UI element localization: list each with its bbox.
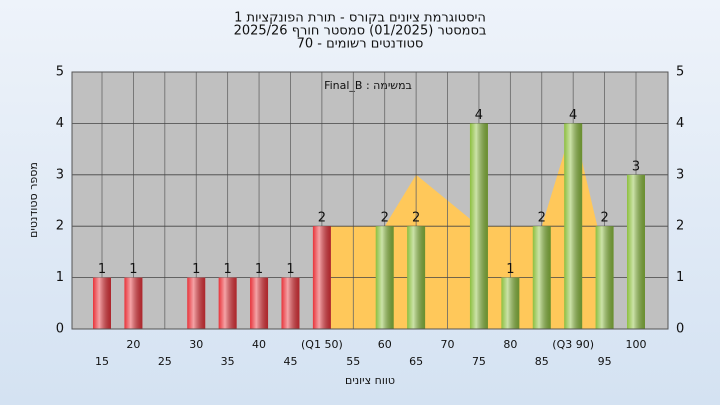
x-tick-label: 20 <box>126 338 140 351</box>
x-tick-label: 15 <box>95 355 109 368</box>
plot-border <box>71 71 669 330</box>
bar-shine <box>532 226 551 329</box>
bar-shine <box>595 226 614 329</box>
y-tick-label: 2 <box>676 219 684 234</box>
data-label: 1 <box>255 262 263 277</box>
x-tick-label: 40 <box>252 338 266 351</box>
x-tick-label: 95 <box>598 355 612 368</box>
y-tick-label: 1 <box>676 270 684 285</box>
bar-shine <box>250 277 269 329</box>
y-tick-label: 0 <box>56 322 64 337</box>
y-tick-label: 2 <box>56 219 64 234</box>
bar-shine <box>312 226 331 329</box>
y-axis-label: מספר סטודנטים <box>27 162 40 238</box>
x-tick-label: 35 <box>221 355 235 368</box>
chart-subtitle: בסמסטר (01/2025) סמסטר חורף 2025/26 <box>234 24 487 39</box>
y-tick-label: 3 <box>676 167 684 182</box>
bar-shine <box>627 174 645 329</box>
x-tick-label: 45 <box>283 355 297 368</box>
x-tick-label: 30 <box>189 338 203 351</box>
data-label: 3 <box>632 159 640 174</box>
data-label: 1 <box>506 262 514 277</box>
y-tick-label: 4 <box>56 116 64 131</box>
x-tick-label: 60 <box>378 338 392 351</box>
data-label: 1 <box>192 262 200 277</box>
data-label: 2 <box>538 211 546 226</box>
bar-shine <box>187 277 206 329</box>
x-tick-label: 85 <box>535 355 549 368</box>
x-tick-label: 70 <box>441 338 455 351</box>
data-label: 1 <box>98 262 106 277</box>
x-axis-label: טווח ציונים <box>345 374 395 387</box>
bar-shine <box>501 277 520 329</box>
y-tick-label: 4 <box>676 116 684 131</box>
x-tick-label: 65 <box>409 355 423 368</box>
data-label: 4 <box>475 108 483 123</box>
bar-shine <box>281 277 300 329</box>
data-label: 4 <box>569 108 577 123</box>
data-label: 1 <box>286 262 294 277</box>
bar-shine <box>564 123 583 330</box>
x-tick-label: 25 <box>158 355 172 368</box>
x-tick-label: 80 <box>503 338 517 351</box>
annotation: Final_B : במשימה <box>324 79 412 92</box>
y-tick-label: 5 <box>56 65 64 80</box>
x-tick-label: 100 <box>626 338 647 351</box>
data-label: 2 <box>381 211 389 226</box>
bar-shine <box>93 277 111 329</box>
data-label: 2 <box>412 211 420 226</box>
x-tick-label: 75 <box>472 355 486 368</box>
bar-shine <box>124 277 143 329</box>
data-label: 2 <box>600 211 608 226</box>
y-tick-label: 1 <box>56 270 64 285</box>
bar-shine <box>469 123 488 330</box>
chart-subtitle: סטודנטים רשומים - 70 <box>297 37 424 52</box>
chart-title: היסטוגרמת ציונים בקורס - תורת הפונקציות … <box>234 11 486 26</box>
bar-shine <box>375 226 394 329</box>
x-tick-label: (Q1 50) <box>301 338 343 351</box>
data-label: 1 <box>224 262 232 277</box>
y-tick-label: 5 <box>676 65 684 80</box>
bar-shine <box>218 277 237 329</box>
x-tick-label: 55 <box>346 355 360 368</box>
data-label: 2 <box>318 211 326 226</box>
y-tick-label: 0 <box>676 322 684 337</box>
data-label: 1 <box>129 262 137 277</box>
bar-shine <box>407 226 426 329</box>
x-tick-label: (Q3 90) <box>552 338 594 351</box>
y-tick-label: 3 <box>56 167 64 182</box>
